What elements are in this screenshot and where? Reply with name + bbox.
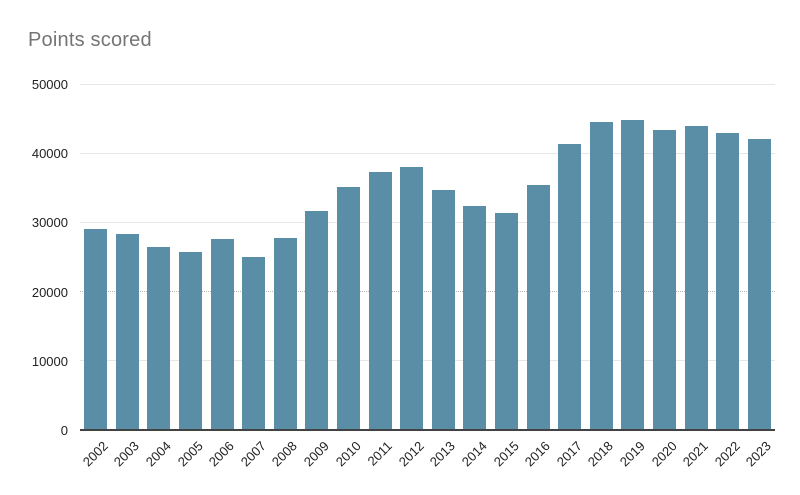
x-axis-label-2018: 2018 <box>585 438 617 470</box>
bar-2013[interactable] <box>431 189 455 430</box>
bar-2009[interactable] <box>305 211 329 430</box>
bar-2004[interactable] <box>147 247 171 430</box>
x-axis-label-2013: 2013 <box>427 438 459 470</box>
gridline-20000 <box>80 291 775 293</box>
x-axis-label-2009: 2009 <box>300 438 332 470</box>
x-axis-label-2010: 2010 <box>332 438 364 470</box>
bar-2003[interactable] <box>115 234 139 430</box>
gridline-50000 <box>80 83 775 85</box>
bar-2010[interactable] <box>337 187 361 430</box>
x-axis-label-2023: 2023 <box>743 438 775 470</box>
x-axis-baseline <box>80 429 775 431</box>
x-axis-label-2016: 2016 <box>521 438 553 470</box>
x-axis-label-2007: 2007 <box>237 438 269 470</box>
x-axis-label-2004: 2004 <box>142 438 174 470</box>
bar-2020[interactable] <box>652 130 676 430</box>
bar-2021[interactable] <box>684 125 708 430</box>
y-axis-label-40000: 40000 <box>31 146 68 162</box>
x-axis-label-2011: 2011 <box>364 438 396 469</box>
x-axis-label-2022: 2022 <box>711 438 743 470</box>
y-axis-label-20000: 20000 <box>31 284 68 300</box>
gridline-10000 <box>80 360 775 362</box>
x-axis-label-2017: 2017 <box>553 438 585 470</box>
gridline-30000 <box>80 221 775 223</box>
x-axis-label-2003: 2003 <box>111 438 143 470</box>
x-axis-label-2002: 2002 <box>79 438 111 470</box>
bar-2016[interactable] <box>526 185 550 430</box>
bar-2007[interactable] <box>242 257 266 430</box>
bar-2011[interactable] <box>368 171 392 430</box>
bar-2019[interactable] <box>621 119 645 430</box>
bar-2018[interactable] <box>589 122 613 430</box>
bar-2002[interactable] <box>84 229 108 430</box>
x-axis-label-2006: 2006 <box>206 438 238 470</box>
bar-2022[interactable] <box>716 133 740 430</box>
bar-2012[interactable] <box>400 167 424 430</box>
y-axis-label-30000: 30000 <box>31 215 68 231</box>
bar-2014[interactable] <box>463 205 487 430</box>
chart-title: Points scored <box>28 29 152 51</box>
x-axis-label-2019: 2019 <box>616 438 648 470</box>
x-axis-label-2012: 2012 <box>395 438 427 470</box>
y-axis-label-50000: 50000 <box>31 77 68 92</box>
bar-2015[interactable] <box>494 212 518 430</box>
x-axis-label-2008: 2008 <box>269 438 301 470</box>
x-axis-label-2020: 2020 <box>648 438 680 470</box>
x-axis-label-2014: 2014 <box>458 438 490 470</box>
bar-2005[interactable] <box>179 252 203 430</box>
x-axis-label-2021: 2021 <box>679 438 711 470</box>
bar-2008[interactable] <box>273 238 297 430</box>
y-axis-label-0: 0 <box>60 423 68 438</box>
y-axis-label-10000: 10000 <box>31 353 68 369</box>
gridline-40000 <box>80 152 775 154</box>
bar-2023[interactable] <box>747 139 771 430</box>
x-axis-label-2015: 2015 <box>490 438 522 470</box>
bar-2006[interactable] <box>210 239 234 430</box>
x-axis-label-2005: 2005 <box>174 438 206 470</box>
bar-2017[interactable] <box>558 143 582 430</box>
